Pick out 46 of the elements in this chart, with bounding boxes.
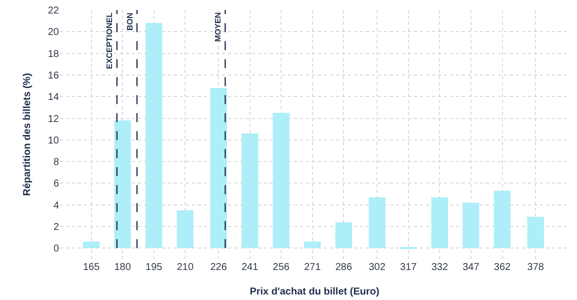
x-tick-label: 362 [494, 262, 512, 273]
y-tick-label: 0 [53, 244, 60, 255]
y-tick-label: 6 [53, 178, 60, 190]
x-tick-label: 165 [82, 262, 100, 273]
bar [462, 202, 480, 248]
bar [82, 242, 100, 248]
bar [335, 222, 352, 248]
y-tick-label: 4 [53, 200, 60, 212]
x-tick-label: 256 [272, 262, 290, 273]
x-tick-label: 317 [400, 262, 418, 273]
bar [241, 133, 258, 248]
y-tick-label: 10 [48, 135, 60, 146]
x-tick-label: 241 [241, 262, 259, 273]
bar [114, 120, 131, 248]
y-axis-title: Répartition des billets (%) [22, 73, 33, 196]
x-tick-label: 226 [210, 262, 228, 273]
y-tick-label: 16 [48, 70, 60, 82]
x-tick-label: 195 [146, 262, 163, 273]
bar [368, 197, 386, 248]
bar [494, 190, 511, 248]
x-tick-label: 378 [527, 262, 544, 273]
x-tick-label: 347 [462, 262, 480, 273]
bar [527, 216, 544, 248]
x-tick-label: 286 [335, 262, 352, 273]
x-tick-label: 302 [368, 262, 386, 273]
y-tick-label: 18 [48, 48, 60, 60]
bar [210, 88, 227, 248]
y-tick-label: 20 [48, 27, 60, 38]
bar [304, 242, 321, 248]
x-tick-label: 271 [304, 262, 322, 273]
bar [176, 210, 194, 248]
x-axis-title: Prix d'achat du billet (Euro) [250, 286, 380, 298]
bar [272, 112, 290, 248]
y-tick-label: 8 [53, 157, 60, 168]
y-tick-label: 2 [53, 222, 60, 234]
ref-line-label: MOYEN [214, 12, 223, 42]
x-tick-label: 210 [176, 262, 194, 273]
y-tick-label: 22 [48, 6, 60, 16]
bar [431, 197, 448, 248]
y-tick-label: 14 [48, 92, 60, 104]
x-tick-label: 180 [114, 262, 132, 273]
x-tick-label: 332 [431, 262, 448, 273]
bar [146, 22, 162, 248]
y-tick-label: 12 [48, 114, 60, 125]
ref-line-label: BON [125, 12, 134, 30]
ref-line-label: EXCEPTIONEL [104, 12, 114, 69]
